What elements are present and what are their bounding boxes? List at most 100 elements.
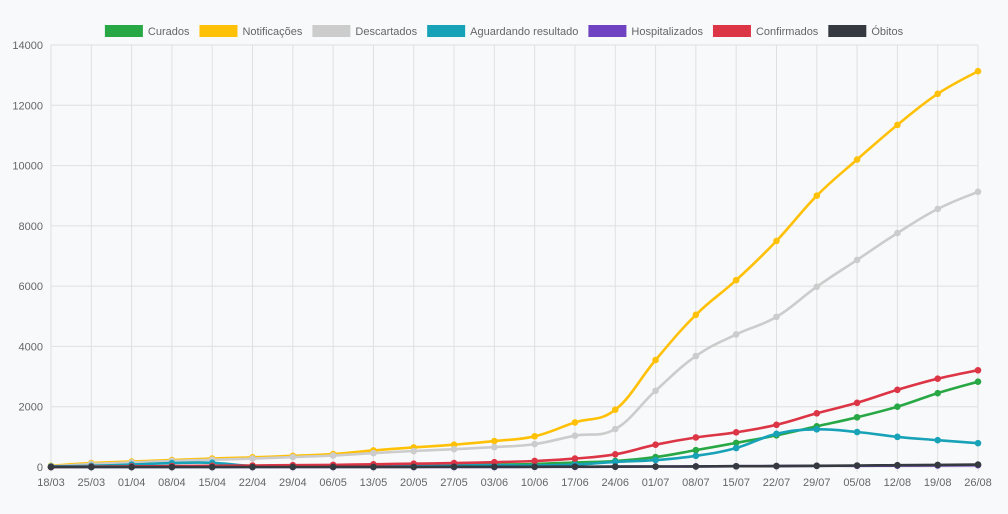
y-tick-label: 14000 bbox=[12, 40, 43, 52]
data-point bbox=[531, 463, 538, 471]
legend: Curados Notificações Descartados Aguardando… bbox=[104, 25, 904, 38]
data-point bbox=[652, 456, 659, 464]
data-point bbox=[974, 366, 982, 374]
data-point bbox=[329, 452, 337, 459]
data-point bbox=[692, 434, 700, 441]
legend-label: Óbitos bbox=[871, 25, 903, 38]
data-point bbox=[894, 229, 901, 237]
legend-label: Aguardando resultado bbox=[470, 26, 578, 38]
x-tick-label: 10/06 bbox=[521, 477, 549, 489]
series-notificacoes bbox=[47, 67, 982, 470]
series-line bbox=[50, 190, 979, 468]
legend-swatch bbox=[588, 25, 627, 37]
data-point bbox=[370, 449, 377, 457]
legend-item-hospitalizados: Hospitalizados bbox=[588, 25, 703, 38]
data-point bbox=[571, 463, 579, 470]
x-tick-label: 13/05 bbox=[360, 477, 388, 489]
data-point bbox=[773, 421, 780, 429]
x-tick-label: 26/08 bbox=[964, 477, 992, 489]
data-point bbox=[652, 356, 659, 364]
data-point bbox=[491, 458, 498, 466]
data-point bbox=[853, 256, 861, 264]
legend-item-descartados: Descartados bbox=[312, 25, 418, 38]
x-tick-label: 05/08 bbox=[843, 477, 871, 489]
data-point bbox=[773, 237, 780, 245]
data-point bbox=[571, 419, 579, 426]
data-point bbox=[168, 463, 176, 471]
y-tick-label: 6000 bbox=[19, 281, 43, 293]
y-tick-label: 10000 bbox=[12, 161, 43, 173]
series-descartados bbox=[47, 188, 982, 470]
series-confirmados bbox=[47, 366, 982, 471]
legend-label: Confirmados bbox=[756, 26, 819, 38]
x-axis: 18/03 25/03 01/04 08/04 15/04 22/04 29/04 06/05… bbox=[37, 477, 992, 489]
data-point bbox=[611, 406, 619, 414]
x-tick-label: 06/05 bbox=[319, 477, 347, 489]
series-line bbox=[50, 368, 979, 469]
data-point bbox=[88, 463, 95, 471]
data-point bbox=[732, 462, 740, 470]
legend-swatch bbox=[712, 25, 751, 37]
data-point bbox=[531, 457, 538, 465]
x-tick-label: 27/05 bbox=[440, 477, 468, 489]
y-axis: 0 2000 4000 6000 8000 10000 12000 14000 bbox=[12, 40, 43, 474]
data-point bbox=[732, 444, 740, 452]
x-tick-label: 29/07 bbox=[803, 477, 831, 489]
series-line bbox=[50, 427, 979, 468]
data-point bbox=[974, 461, 982, 468]
data-point bbox=[773, 430, 780, 438]
data-point bbox=[692, 446, 700, 454]
data-point bbox=[894, 386, 901, 394]
data-point bbox=[813, 283, 821, 291]
data-point bbox=[894, 403, 901, 411]
data-point bbox=[894, 461, 901, 469]
y-tick-label: 0 bbox=[37, 462, 43, 474]
legend-swatch bbox=[427, 25, 466, 37]
data-point bbox=[732, 331, 740, 338]
data-point bbox=[611, 425, 619, 433]
data-point bbox=[491, 437, 498, 445]
data-point bbox=[692, 463, 700, 470]
data-point bbox=[128, 463, 135, 471]
data-point bbox=[611, 463, 619, 470]
data-point bbox=[692, 352, 700, 360]
data-point bbox=[732, 429, 740, 436]
data-point bbox=[813, 462, 821, 470]
data-point bbox=[571, 455, 579, 462]
data-point bbox=[934, 436, 941, 444]
legend-swatch bbox=[828, 25, 867, 37]
data-point bbox=[329, 463, 337, 471]
data-point bbox=[249, 463, 256, 471]
legend-swatch bbox=[199, 25, 238, 37]
x-tick-label: 18/03 bbox=[37, 477, 65, 489]
series-layer bbox=[47, 67, 982, 471]
data-point bbox=[853, 428, 861, 436]
series-line bbox=[50, 380, 979, 469]
data-point bbox=[611, 451, 619, 458]
series-line bbox=[50, 463, 979, 469]
data-point bbox=[652, 387, 659, 395]
legend-label: Notificações bbox=[242, 26, 302, 38]
legend-item-confirmados: Confirmados bbox=[712, 25, 819, 38]
x-tick-label: 08/07 bbox=[682, 477, 710, 489]
x-tick-label: 15/04 bbox=[198, 477, 226, 489]
legend-item-curados: Curados bbox=[104, 25, 190, 38]
data-point bbox=[491, 443, 498, 451]
x-tick-label: 19/08 bbox=[924, 477, 952, 489]
data-point bbox=[370, 463, 377, 471]
data-point bbox=[894, 433, 901, 441]
legend-label: Descartados bbox=[355, 26, 417, 38]
legend-label: Hospitalizados bbox=[631, 26, 703, 38]
data-point bbox=[450, 441, 458, 448]
legend-swatch bbox=[312, 25, 351, 37]
legend-label: Curados bbox=[148, 26, 190, 38]
data-point bbox=[249, 455, 256, 462]
x-tick-label: 25/03 bbox=[78, 477, 106, 489]
data-point bbox=[692, 452, 700, 460]
x-tick-label: 20/05 bbox=[400, 477, 428, 489]
data-point bbox=[732, 439, 740, 447]
data-point bbox=[289, 463, 297, 471]
data-point bbox=[47, 463, 55, 471]
data-point bbox=[934, 205, 941, 213]
